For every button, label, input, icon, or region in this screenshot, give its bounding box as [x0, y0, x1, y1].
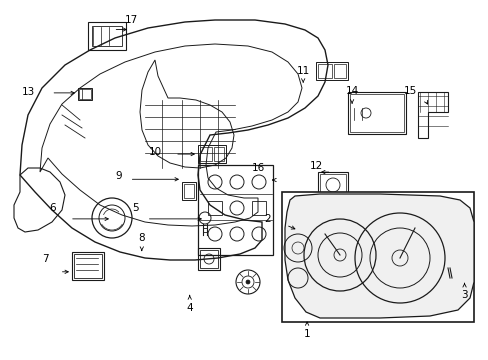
Text: 1: 1 [303, 329, 310, 339]
Bar [282, 192, 473, 322]
Circle shape [245, 280, 249, 284]
Text: 3: 3 [460, 290, 467, 300]
Bar [72, 252, 104, 280]
Text: 5: 5 [132, 203, 139, 213]
Text: 17: 17 [124, 15, 138, 25]
Text: 12: 12 [309, 161, 323, 171]
Bar [333, 64, 346, 78]
Bar [92, 26, 122, 46]
Text: 15: 15 [403, 86, 417, 96]
Text: 7: 7 [41, 254, 48, 264]
Bar [198, 145, 225, 163]
Bar [315, 62, 347, 80]
Bar [79, 89, 91, 99]
Text: 8: 8 [138, 233, 145, 243]
Text: 10: 10 [149, 147, 162, 157]
Text: 11: 11 [296, 66, 309, 76]
Bar [214, 147, 224, 161]
Bar [74, 254, 102, 278]
Bar [317, 172, 347, 198]
Text: 13: 13 [21, 87, 35, 97]
Bar [182, 182, 196, 200]
Text: 4: 4 [186, 303, 193, 313]
Bar [319, 174, 346, 196]
Bar [251, 201, 265, 215]
Text: 6: 6 [49, 203, 56, 213]
Bar [88, 22, 126, 50]
Bar [347, 92, 405, 134]
Text: 14: 14 [345, 86, 358, 96]
Bar [183, 184, 194, 198]
Bar [200, 147, 212, 161]
Polygon shape [285, 194, 473, 318]
Bar [198, 248, 220, 270]
Text: 16: 16 [251, 163, 264, 174]
Bar [200, 250, 218, 268]
Bar [198, 165, 272, 255]
Bar [317, 64, 331, 78]
Text: 9: 9 [115, 171, 122, 181]
Bar [349, 94, 403, 132]
Bar [78, 88, 92, 100]
Bar [442, 278, 456, 300]
Text: 2: 2 [264, 214, 271, 224]
Bar [207, 201, 222, 215]
